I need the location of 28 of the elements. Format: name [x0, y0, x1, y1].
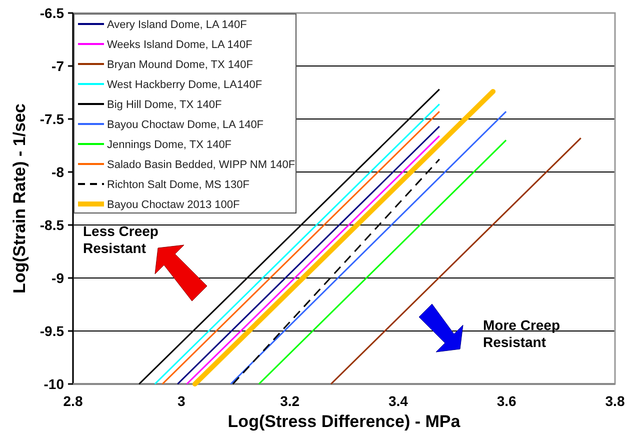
y-tick-label: -8 [52, 164, 64, 180]
legend-label: Avery Island Dome, LA 140F [107, 18, 248, 31]
legend-label: Bryan Mound Dome, TX 140F [107, 58, 254, 71]
y-tick-label: -9.5 [40, 322, 64, 339]
legend-label: Big Hill Dome, TX 140F [107, 98, 222, 111]
x-tick-label: 3 [178, 393, 186, 409]
y-axis-title: Log(Strain Rate) - 1/sec [10, 104, 29, 294]
x-tick-label: 3.6 [496, 393, 517, 409]
y-tick-label: -8.5 [40, 216, 64, 233]
legend-label: Richton Salt Dome, MS 130F [107, 178, 250, 191]
x-tick-label: 3.8 [605, 393, 625, 409]
y-tick-label: -9 [52, 270, 64, 286]
y-tick-label: -10 [44, 376, 64, 392]
legend-label: Bayou Choctaw 2013 100F [107, 198, 240, 211]
x-axis-title: Log(Stress Difference) - MPa [228, 412, 461, 431]
y-tick-label: -6.5 [40, 4, 64, 21]
y-tick-label: -7 [52, 58, 64, 74]
legend-label: Weeks Island Dome, LA 140F [107, 38, 253, 51]
y-tick-label: -7.5 [40, 110, 64, 127]
legend-label: Jennings Dome, TX 140F [107, 138, 232, 151]
x-tick-label: 3.2 [280, 393, 300, 409]
legend-label: West Hackberry Dome, LA140F [107, 78, 262, 91]
x-tick-label: 3.4 [388, 393, 408, 409]
annotation: Less Creep Resistant [83, 223, 158, 256]
annotation: More Creep Resistant [483, 317, 560, 350]
x-tick-label: 2.8 [63, 393, 83, 409]
legend-label: Salado Basin Bedded, WIPP NM 140F [107, 158, 296, 171]
legend-label: Bayou Choctaw Dome, LA 140F [107, 118, 264, 131]
